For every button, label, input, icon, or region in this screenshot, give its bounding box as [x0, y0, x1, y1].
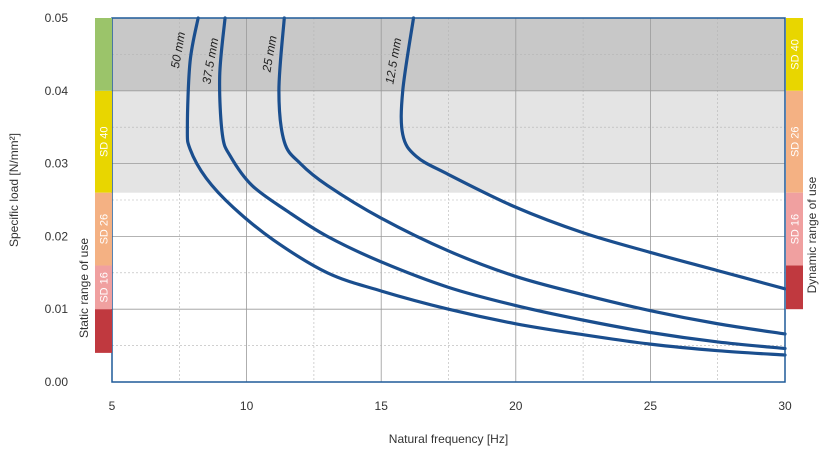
range-band-label: SD 26 — [99, 214, 111, 245]
range-band-label: SD 40 — [790, 39, 802, 70]
dynamic-range-title: Dynamic range of use — [805, 176, 819, 293]
x-tick-labels: 5 10 15 20 25 30 — [109, 399, 792, 413]
range-band-label: SD 26 — [790, 126, 802, 157]
x-tick-label: 20 — [509, 399, 523, 413]
range-band — [786, 90, 803, 193]
x-axis-title: Natural frequency [Hz] — [389, 432, 508, 446]
x-tick-label: 25 — [644, 399, 658, 413]
y-tick-label: 0.03 — [45, 157, 69, 171]
range-band — [95, 192, 112, 266]
range-band — [786, 18, 803, 91]
y-axis-title: Specific load [N/mm²] — [7, 133, 21, 247]
range-band — [95, 18, 112, 91]
series-line-1 — [217, 16, 787, 351]
x-tick-label: 30 — [778, 399, 792, 413]
range-band — [95, 309, 112, 353]
y-tick-label: 0.01 — [45, 302, 69, 316]
range-band-label: SD 16 — [790, 214, 802, 245]
x-tick-label: 15 — [375, 399, 389, 413]
dynamic-range-bar: SD 40 SD 26 SD 16 — [786, 18, 803, 310]
static-range-title: Static range of use — [77, 238, 91, 338]
x-tick-label: 5 — [109, 399, 116, 413]
static-range-bar: SD 40 SD 26 SD 16 — [95, 18, 112, 353]
range-band-label: SD 40 — [99, 126, 111, 157]
y-tick-label: 0.02 — [45, 229, 69, 243]
range-band-label: SD 16 — [99, 272, 111, 303]
y-tick-labels: 0.00 0.01 0.02 0.03 0.04 0.05 — [45, 11, 69, 389]
y-tick-label: 0.05 — [45, 11, 69, 25]
series-line-0 — [185, 16, 787, 357]
range-band — [95, 265, 112, 310]
range-band — [786, 265, 803, 310]
y-tick-label: 0.00 — [45, 375, 69, 389]
curve-label: 50 mm — [168, 31, 188, 70]
curve-group — [185, 16, 787, 357]
range-band — [95, 90, 112, 193]
y-tick-label: 0.04 — [45, 84, 69, 98]
series-line-2 — [277, 16, 787, 336]
x-tick-label: 10 — [240, 399, 254, 413]
curve-label: 25 mm — [259, 34, 279, 74]
series-line-3 — [399, 16, 787, 291]
range-band — [786, 192, 803, 266]
